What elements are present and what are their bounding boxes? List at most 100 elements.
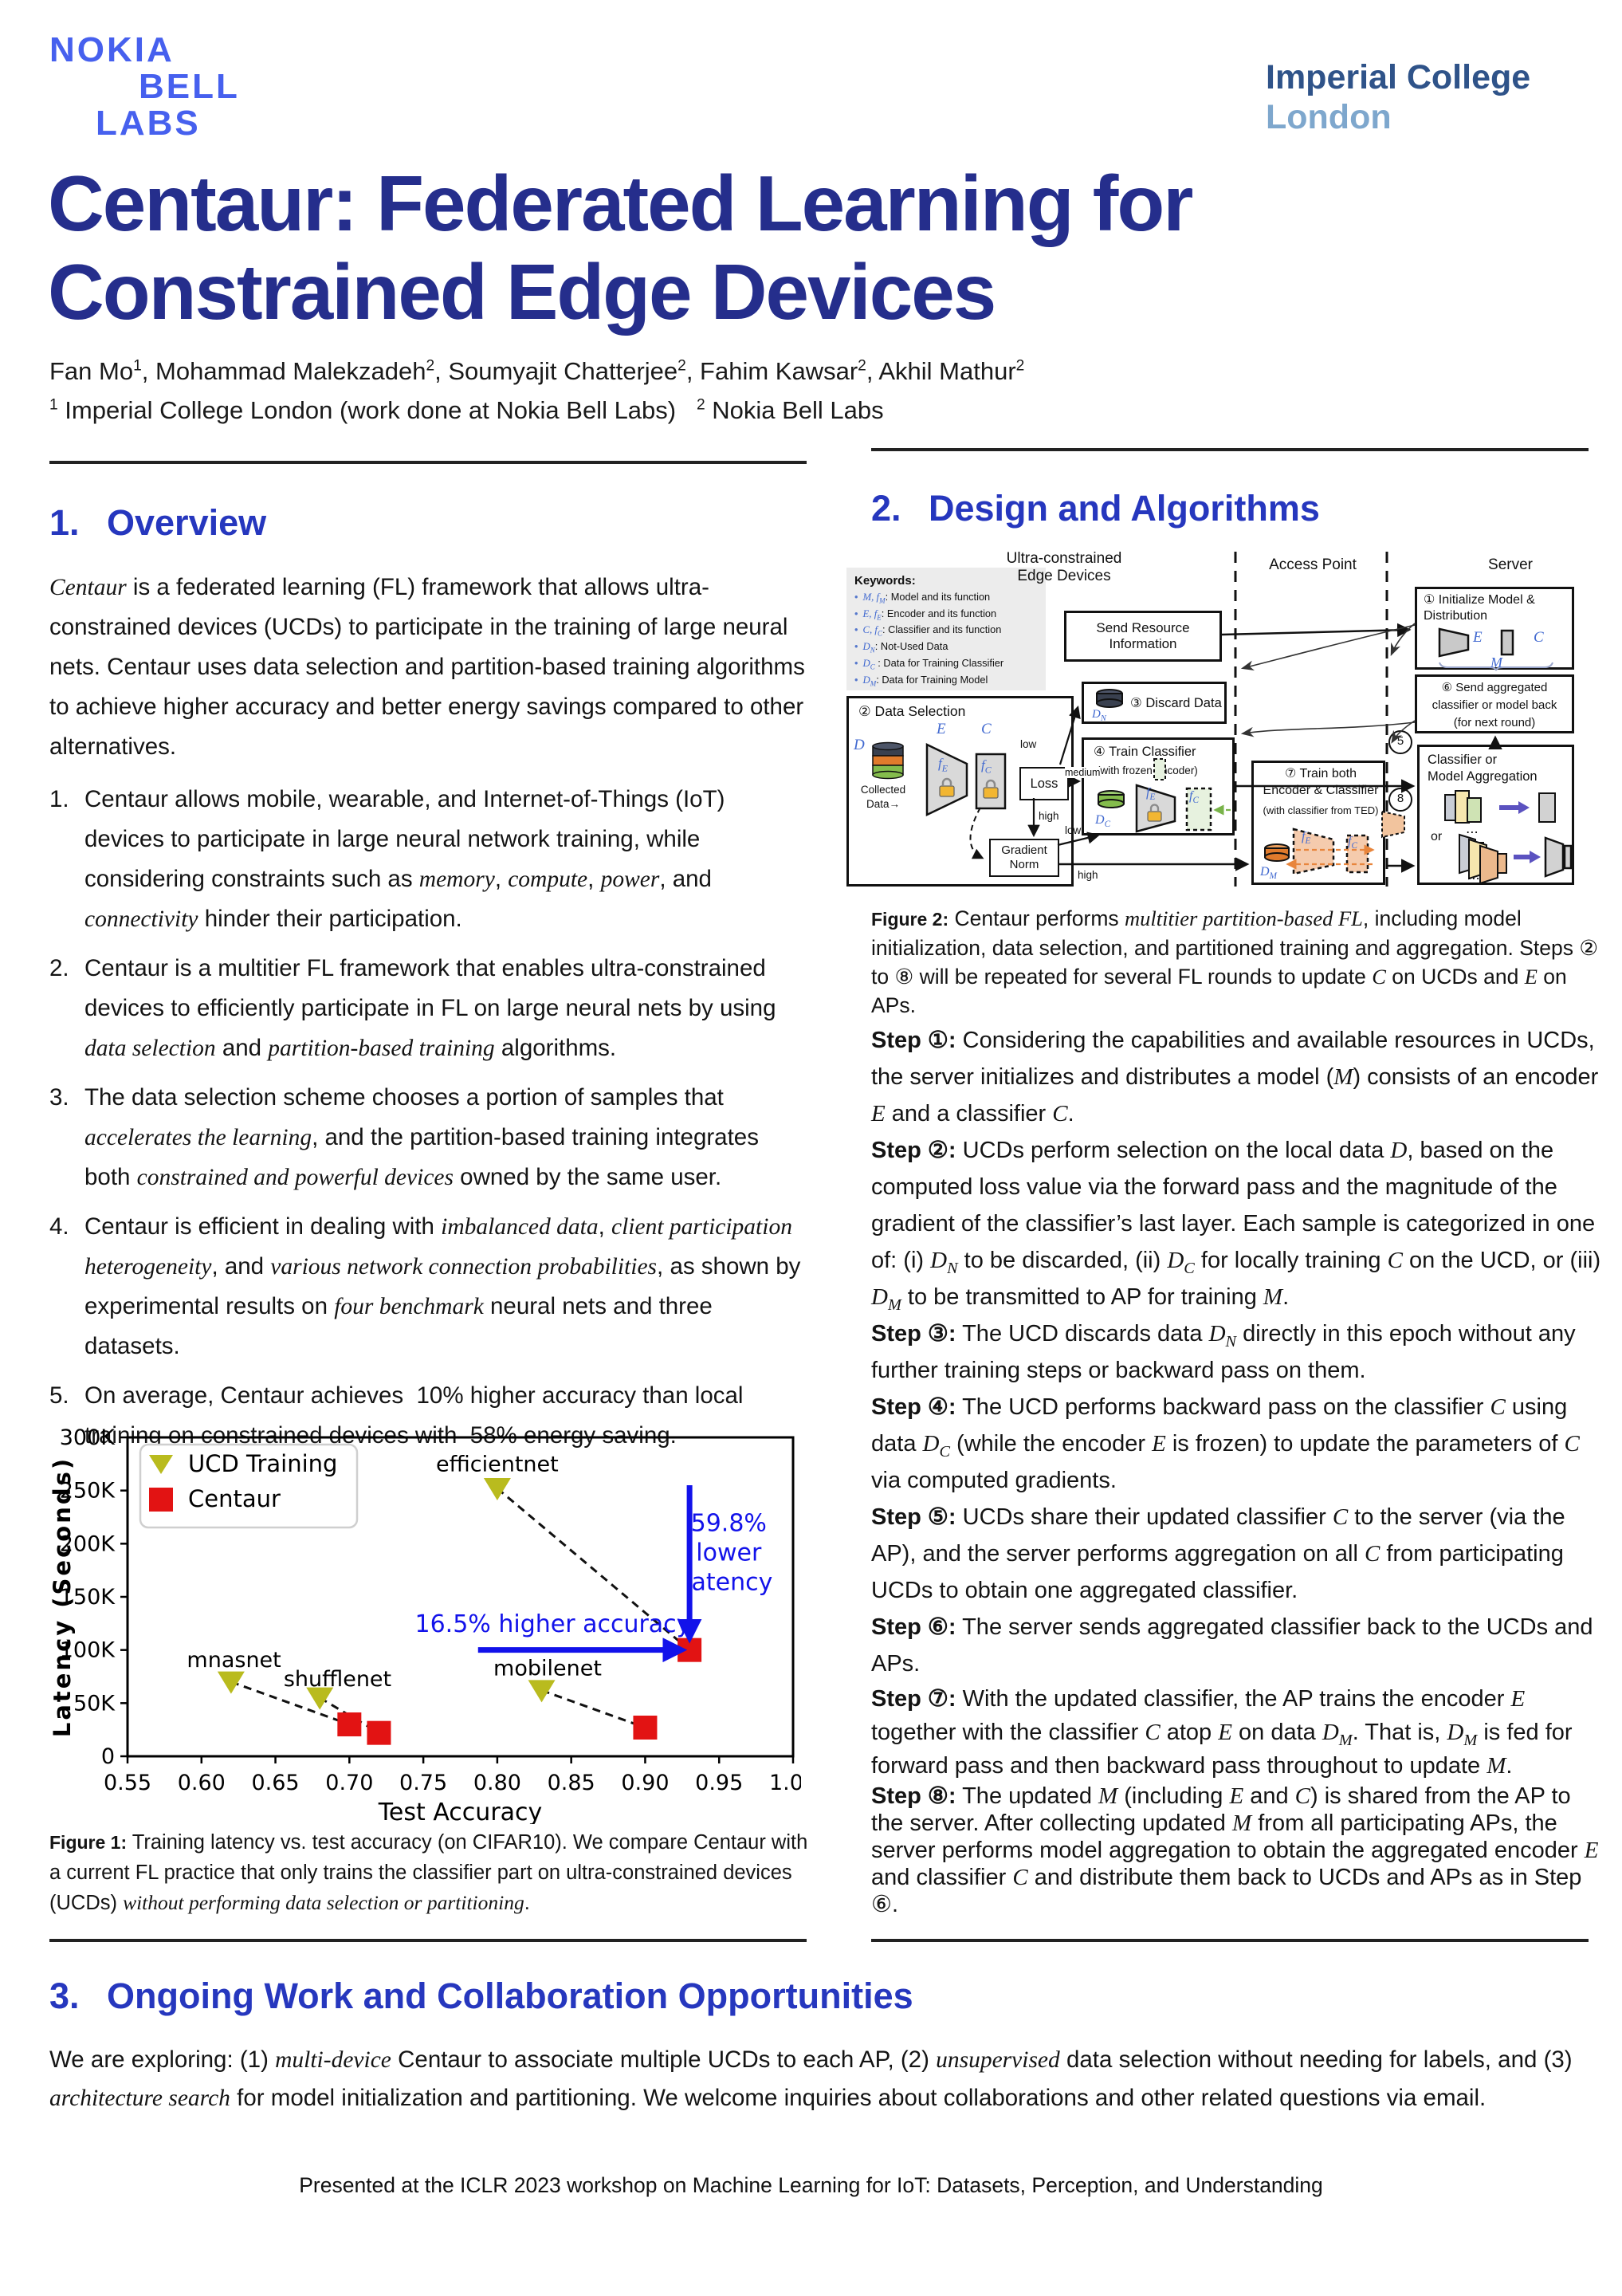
- step4-text: Step ④: The UCD performs backward pass o…: [871, 1394, 1580, 1493]
- step6-text: Step ⑥: The server sends aggregated clas…: [871, 1614, 1593, 1677]
- step8-text: Step ⑧: The updated M (including E and C…: [871, 1783, 1599, 1917]
- figure1-caption: Figure 1: Training latency vs. test accu…: [49, 1831, 808, 1914]
- svg-text:0.60: 0.60: [178, 1771, 226, 1795]
- frozen-classifier-icon: [975, 753, 1007, 810]
- ongoing-body: We are exploring: (1) multi-device Centa…: [49, 2046, 1573, 2111]
- dm-data-icon: [1264, 843, 1290, 862]
- model-symbol: M: [1490, 655, 1502, 670]
- keyword-item: DM: Data for Training Model: [862, 673, 988, 688]
- step4-box: ④ Train Classifier (with frozen encoder)…: [1082, 737, 1235, 835]
- svg-text:mobilenet: mobilenet: [493, 1657, 602, 1681]
- figure1-svg: 0.55 0.60 0.65 0.70 0.75 0.80 0.85 0.90 0.95 1.0 0…: [49, 1425, 801, 1824]
- encoder-fn-label: fE: [1302, 830, 1311, 847]
- imperial-college-logo: Imperial College London: [1266, 57, 1530, 137]
- flow-label-low2: low: [1065, 824, 1082, 836]
- flow-label-high: high: [1039, 810, 1059, 822]
- step2-label: ② Data Selection: [858, 703, 966, 719]
- affiliations: 1 Imperial College London (work done at …: [49, 396, 884, 424]
- list-item: 2. Centaur is a multitier FL framework th…: [49, 955, 776, 1061]
- svg-text:Test Accuracy: Test Accuracy: [378, 1799, 543, 1824]
- dots: ⋯: [1466, 824, 1479, 839]
- step1-label: ① Initialize Model & Distribution: [1424, 593, 1535, 623]
- collected-data-icon: [872, 741, 904, 780]
- classifier-fn-label: fC: [981, 757, 992, 776]
- arrow-sendback-ucd: [1240, 721, 1416, 737]
- section2-title: Design and Algorithms: [929, 488, 1320, 529]
- section1-title: Overview: [107, 502, 267, 543]
- flow-label-high2: high: [1078, 869, 1098, 881]
- keyword-item: M, fM: Model and its function: [862, 591, 991, 605]
- svg-text:0.70: 0.70: [325, 1771, 373, 1795]
- section1-number: 1.: [49, 502, 80, 543]
- svg-text:0.65: 0.65: [251, 1771, 299, 1795]
- section1-heading: 1. Overview: [49, 502, 266, 544]
- loss-box: Loss: [1019, 767, 1069, 800]
- aggregation-label: Classifier or Model Aggregation: [1428, 753, 1538, 784]
- svg-text:efficientnet: efficientnet: [436, 1453, 559, 1477]
- section2-number: 2.: [871, 488, 901, 529]
- or-label: or: [1431, 830, 1443, 843]
- step1-box: ① Initialize Model & Distribution E C M: [1415, 587, 1574, 671]
- divider-top-right: [871, 448, 1589, 451]
- dots: ⋯: [1467, 871, 1480, 884]
- keyword-item: DC : Data for Training Classifier: [862, 656, 1004, 671]
- svg-text:0.55: 0.55: [104, 1771, 151, 1795]
- step3-label: ③ Discard Data: [1130, 696, 1222, 710]
- svg-text:0.75: 0.75: [399, 1771, 447, 1795]
- overview-intro: Centaur is a federated learning (FL) fra…: [49, 574, 805, 760]
- imperial-logo-line2: London: [1266, 98, 1392, 136]
- keyword-item: E, fE: Encoder and its function: [862, 607, 997, 622]
- keyword-item: DN: Not-Used Data: [862, 640, 948, 655]
- svg-text:Centaur: Centaur: [188, 1485, 281, 1512]
- step2-text: Step ②: UCDs perform selection on the lo…: [871, 1138, 1601, 1314]
- figure2-diagram: Ultra-constrained Edge Devices Access Po…: [837, 547, 1590, 890]
- poster-title: Centaur: Federated Learning for Constrai…: [48, 159, 1578, 336]
- step3-box: DN ③ Discard Data: [1082, 682, 1227, 724]
- step8-circle: 8: [1388, 788, 1412, 812]
- divider-bottom-right: [871, 1939, 1589, 1942]
- steps-text: Step ①: Considering the capabilities and…: [871, 1022, 1606, 1918]
- section2-heading: 2. Design and Algorithms: [871, 488, 1320, 529]
- encoder-symbol: E: [937, 721, 946, 737]
- data-symbol: D: [854, 737, 865, 753]
- svg-text:UCD Training: UCD Training: [188, 1450, 337, 1477]
- title-line2: Constrained Edge Devices: [48, 248, 996, 336]
- flow-label-medium: medium: [1065, 767, 1101, 778]
- step5-text: Step ⑤: UCDs share their updated classif…: [871, 1504, 1565, 1603]
- aggregation-box: Classifier or Model Aggregation or ⋯ ⋯: [1417, 745, 1574, 885]
- list-item: 1. Centaur allows mobile, wearable, and I…: [49, 786, 725, 932]
- dm-label: DM: [1260, 865, 1277, 882]
- classifier-aggregation-icon: [1444, 790, 1556, 824]
- discard-data-icon: [1096, 689, 1123, 708]
- column-ucd-label: Ultra-constrained Edge Devices: [1006, 550, 1122, 585]
- section3-heading: 3. Ongoing Work and Collaboration Opport…: [49, 1976, 913, 2017]
- svg-text:200K: 200K: [60, 1531, 116, 1556]
- step7-text: Step ⑦: With the updated classifier, the…: [871, 1686, 1573, 1779]
- svg-text:0.85: 0.85: [548, 1771, 595, 1795]
- step5-circle: 5: [1388, 730, 1412, 754]
- step2-box: ② Data Selection D Collected Data→ E C f…: [846, 696, 1074, 887]
- step7-sublabel: (with classifier from TED): [1263, 804, 1379, 816]
- section3-title: Ongoing Work and Collaboration Opportuni…: [107, 1976, 913, 2016]
- keywords-title: Keywords:: [854, 574, 916, 588]
- trained-encoder-icon: [1292, 828, 1335, 875]
- encoder-symbol: E: [1473, 629, 1483, 646]
- svg-text:0.95: 0.95: [695, 1771, 743, 1795]
- svg-text:300K: 300K: [60, 1425, 116, 1450]
- section3-number: 3.: [49, 1976, 80, 2016]
- flow-label-low: low: [1020, 738, 1037, 750]
- svg-text:0.90: 0.90: [621, 1771, 669, 1795]
- classifier-fn-label: fC: [1189, 789, 1199, 806]
- list-item: 5. On average, Centaur achieves 10% highe…: [49, 1382, 744, 1449]
- classifier-symbol: C: [1534, 629, 1544, 646]
- imperial-logo-line1: Imperial College: [1266, 58, 1531, 96]
- frozen-encoder-icon: [925, 743, 968, 816]
- footer-note: Presented at the ICLR 2023 workshop on M…: [299, 2173, 1323, 2197]
- svg-text:16.5% higher accuracy: 16.5% higher accuracy: [415, 1610, 691, 1638]
- overview-list: 1. Centaur allows mobile, wearable, and I…: [49, 780, 808, 1465]
- classifier-fn-label: fC: [1348, 835, 1357, 851]
- nokia-bell-labs-logo: NOKIA BELL LABS: [49, 32, 240, 142]
- nokia-logo-line3: LABS: [96, 104, 201, 143]
